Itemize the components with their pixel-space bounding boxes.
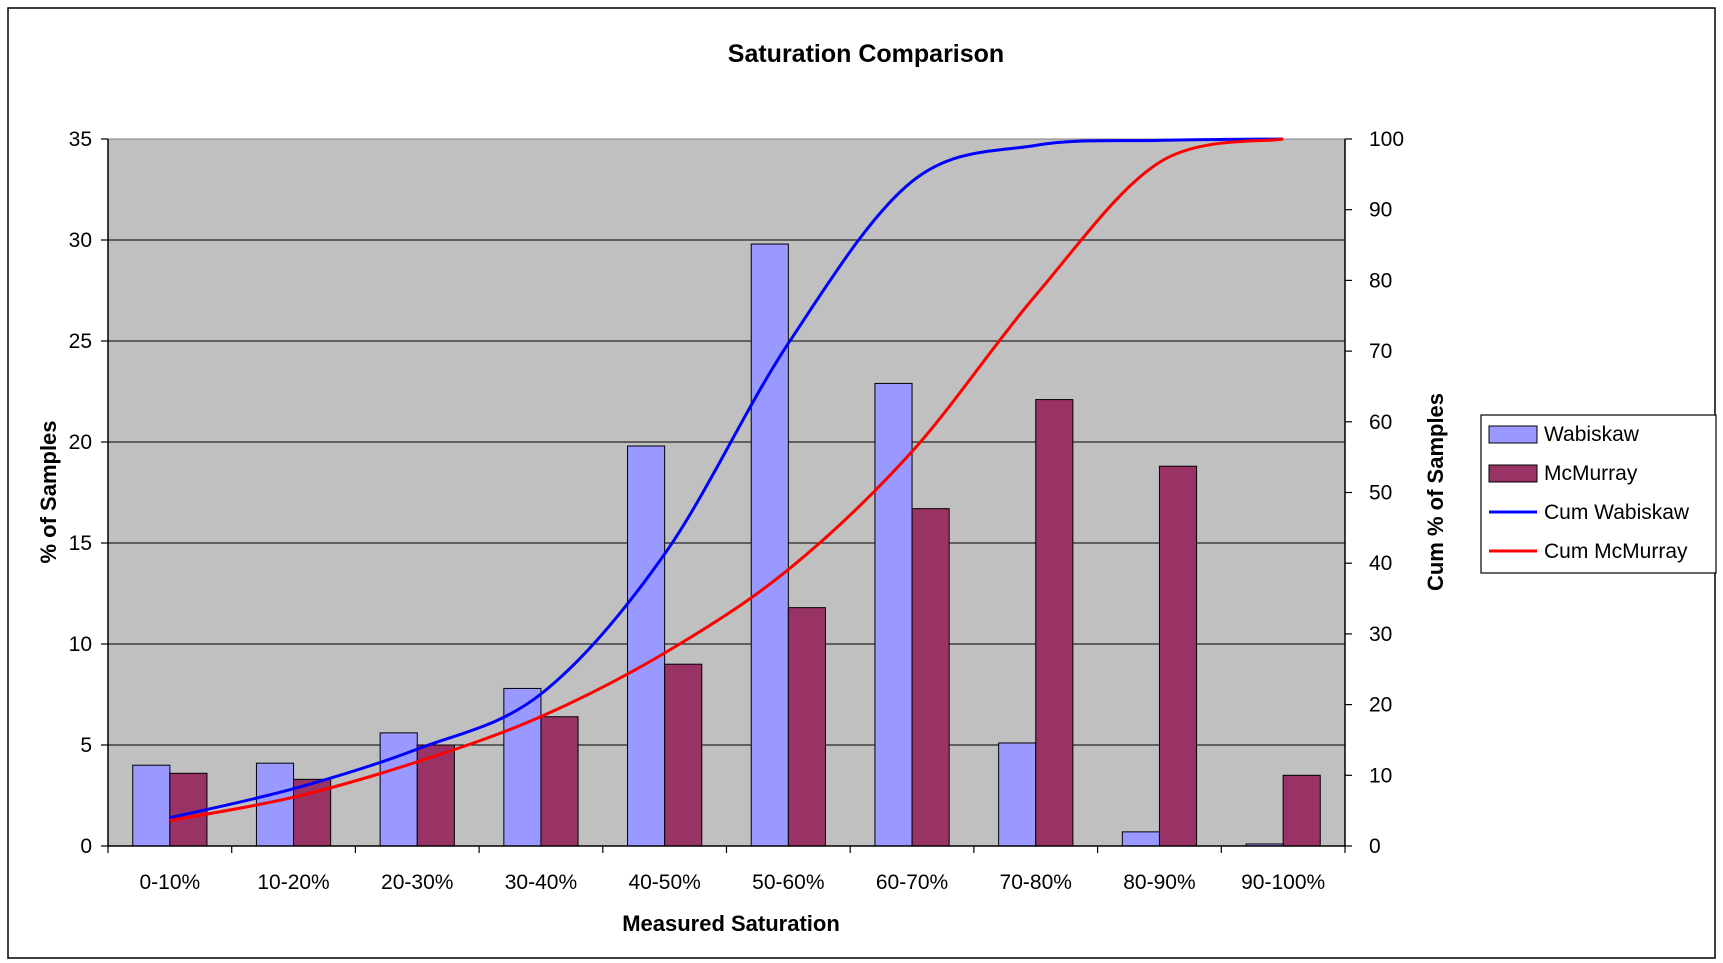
x-tick-label: 40-50% [628,871,700,894]
bars [132,243,1321,847]
bar-wabiskaw [132,764,171,847]
y2-tick-label: 20 [1369,694,1392,717]
axes [101,138,1352,853]
legend-swatch-wabiskaw [1488,425,1538,444]
y-tick-label: 15 [69,532,92,555]
legend-swatch-mcmurray [1488,464,1538,483]
x-tick-label: 80-90% [1123,871,1195,894]
y-tick-label: 35 [69,128,92,151]
y-tick-label: 20 [69,431,92,454]
bar-mcmurray [787,607,826,847]
y-axis-label: % of Samples [36,420,61,563]
y2-tick-label: 40 [1369,552,1392,575]
x-tick-label: 10-20% [257,871,329,894]
x-tick-label: 30-40% [505,871,577,894]
plot-area [107,138,1346,847]
y2-tick-label: 60 [1369,411,1392,434]
bar-wabiskaw [750,243,789,847]
bar-mcmurray [1035,399,1074,847]
y2-tick-label: 90 [1369,199,1392,222]
line-cum-wabiskaw [169,137,1284,820]
y2-tick-label: 50 [1369,482,1392,505]
right-tick-labels: 0 10 20 30 40 50 60 70 80 90 100 [1369,128,1404,858]
y2-tick-label: 70 [1369,340,1392,363]
legend: Wabiskaw McMurray Cum Wabiskaw Cum McMur… [1480,414,1717,574]
y-tick-label: 30 [69,229,92,252]
gridlines [108,239,1345,746]
bar-wabiskaw [1121,831,1160,847]
bar-mcmurray [1282,774,1321,847]
bar-wabiskaw [874,382,913,847]
x-tick-label: 0-10% [139,871,200,894]
line-cum-mcmurray [169,137,1284,823]
y-tick-label: 5 [80,734,92,757]
left-tick-labels: 0 5 10 15 20 25 30 35 [69,128,92,858]
bar-mcmurray [540,716,579,847]
x-axis-label: Measured Saturation [622,911,840,936]
bar-wabiskaw [998,742,1037,847]
x-tick-label: 90-100% [1241,871,1325,894]
category-labels: 0-10% 10-20% 20-30% 30-40% 40-50% 50-60% 60-70… [139,871,1325,894]
legend-label-mcmurray: McMurray [1544,462,1638,485]
y2-axis-label: Cum % of Samples [1423,393,1448,591]
cumulative-lines [169,137,1284,823]
legend-label-wabiskaw: Wabiskaw [1544,423,1640,446]
bar-mcmurray [664,663,703,847]
bar-mcmurray [1158,465,1198,847]
bar-wabiskaw [627,445,666,847]
y2-tick-label: 30 [1369,623,1392,646]
y-tick-label: 10 [69,633,92,656]
y2-tick-label: 10 [1369,764,1392,787]
chart-title: Saturation Comparison [728,40,1004,68]
bar-mcmurray [911,508,950,847]
legend-label-cum-wabiskaw: Cum Wabiskaw [1544,501,1690,524]
bar-wabiskaw [503,687,542,847]
x-tick-label: 70-80% [1000,871,1072,894]
x-tick-label: 20-30% [381,871,453,894]
x-tick-label: 50-60% [752,871,824,894]
y2-tick-label: 100 [1369,128,1404,151]
y-tick-label: 0 [80,835,92,858]
y-tick-label: 25 [69,330,92,353]
y2-tick-label: 0 [1369,835,1381,858]
x-tick-label: 60-70% [876,871,948,894]
bar-mcmurray [416,744,455,847]
legend-label-cum-mcmurray: Cum McMurray [1544,540,1688,563]
y2-tick-label: 80 [1369,269,1392,292]
